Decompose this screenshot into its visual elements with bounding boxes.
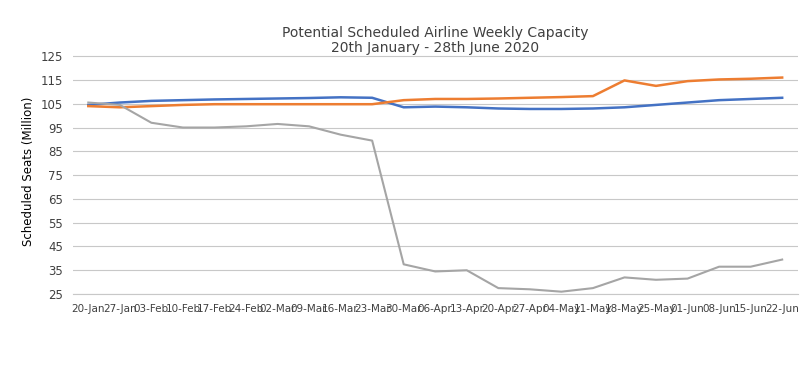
- Adjusted Capacity By Week: [210, 125, 219, 130]
- Line: 2019 Weekly Capacity: 2019 Weekly Capacity: [89, 78, 782, 107]
- Adjusted Capacity By Week: [493, 286, 503, 290]
- 2019 Weekly Capacity: [115, 105, 125, 110]
- Base Global Capacity @ 20th January 2020: [620, 105, 629, 110]
- 2019 Weekly Capacity: [462, 97, 472, 101]
- Text: 20th January - 28th June 2020: 20th January - 28th June 2020: [331, 41, 539, 55]
- Base Global Capacity @ 20th January 2020: [115, 100, 125, 105]
- Adjusted Capacity By Week: [525, 287, 534, 291]
- Adjusted Capacity By Week: [651, 277, 661, 282]
- Adjusted Capacity By Week: [588, 286, 598, 290]
- Adjusted Capacity By Week: [336, 132, 346, 137]
- Legend: Base Global Capacity @ 20th January 2020, 2019 Weekly Capacity, Adjusted Capacit: Base Global Capacity @ 20th January 2020…: [98, 374, 772, 377]
- Base Global Capacity @ 20th January 2020: [147, 99, 156, 103]
- Line: Base Global Capacity @ 20th January 2020: Base Global Capacity @ 20th January 2020: [89, 97, 782, 109]
- Base Global Capacity @ 20th January 2020: [430, 104, 440, 109]
- Base Global Capacity @ 20th January 2020: [462, 105, 472, 110]
- 2019 Weekly Capacity: [430, 97, 440, 101]
- 2019 Weekly Capacity: [241, 102, 251, 106]
- Adjusted Capacity By Week: [399, 262, 409, 267]
- Y-axis label: Scheduled Seats (Million): Scheduled Seats (Million): [22, 97, 35, 246]
- Adjusted Capacity By Week: [557, 290, 567, 294]
- Adjusted Capacity By Week: [84, 100, 93, 105]
- 2019 Weekly Capacity: [399, 98, 409, 103]
- Base Global Capacity @ 20th January 2020: [683, 100, 692, 105]
- Base Global Capacity @ 20th January 2020: [178, 98, 188, 103]
- 2019 Weekly Capacity: [620, 78, 629, 83]
- Base Global Capacity @ 20th January 2020: [399, 105, 409, 110]
- 2019 Weekly Capacity: [493, 96, 503, 101]
- Base Global Capacity @ 20th January 2020: [336, 95, 346, 100]
- Adjusted Capacity By Week: [462, 268, 472, 273]
- 2019 Weekly Capacity: [368, 102, 377, 106]
- 2019 Weekly Capacity: [178, 103, 188, 107]
- 2019 Weekly Capacity: [588, 94, 598, 98]
- 2019 Weekly Capacity: [272, 102, 282, 106]
- Adjusted Capacity By Week: [368, 138, 377, 143]
- 2019 Weekly Capacity: [683, 79, 692, 83]
- Base Global Capacity @ 20th January 2020: [241, 97, 251, 101]
- 2019 Weekly Capacity: [525, 95, 534, 100]
- Adjusted Capacity By Week: [272, 122, 282, 126]
- Base Global Capacity @ 20th January 2020: [557, 107, 567, 111]
- Adjusted Capacity By Week: [115, 103, 125, 107]
- Adjusted Capacity By Week: [746, 264, 755, 269]
- Base Global Capacity @ 20th January 2020: [777, 95, 787, 100]
- Base Global Capacity @ 20th January 2020: [210, 97, 219, 102]
- Adjusted Capacity By Week: [178, 125, 188, 130]
- Base Global Capacity @ 20th January 2020: [304, 96, 314, 100]
- Adjusted Capacity By Week: [430, 269, 440, 274]
- 2019 Weekly Capacity: [336, 102, 346, 106]
- Adjusted Capacity By Week: [620, 275, 629, 280]
- 2019 Weekly Capacity: [714, 77, 724, 82]
- Text: Potential Scheduled Airline Weekly Capacity: Potential Scheduled Airline Weekly Capac…: [282, 26, 588, 40]
- Adjusted Capacity By Week: [147, 121, 156, 125]
- 2019 Weekly Capacity: [777, 75, 787, 80]
- 2019 Weekly Capacity: [84, 104, 93, 108]
- Base Global Capacity @ 20th January 2020: [493, 106, 503, 111]
- 2019 Weekly Capacity: [147, 104, 156, 108]
- Base Global Capacity @ 20th January 2020: [746, 97, 755, 101]
- Adjusted Capacity By Week: [683, 276, 692, 281]
- Base Global Capacity @ 20th January 2020: [525, 107, 534, 111]
- Base Global Capacity @ 20th January 2020: [651, 103, 661, 107]
- Line: Adjusted Capacity By Week: Adjusted Capacity By Week: [89, 103, 782, 292]
- 2019 Weekly Capacity: [304, 102, 314, 106]
- Base Global Capacity @ 20th January 2020: [714, 98, 724, 103]
- Adjusted Capacity By Week: [777, 257, 787, 262]
- 2019 Weekly Capacity: [651, 84, 661, 88]
- Adjusted Capacity By Week: [241, 124, 251, 129]
- 2019 Weekly Capacity: [210, 102, 219, 106]
- Base Global Capacity @ 20th January 2020: [84, 103, 93, 107]
- Base Global Capacity @ 20th January 2020: [368, 95, 377, 100]
- Base Global Capacity @ 20th January 2020: [588, 106, 598, 111]
- 2019 Weekly Capacity: [746, 77, 755, 81]
- Adjusted Capacity By Week: [714, 264, 724, 269]
- Base Global Capacity @ 20th January 2020: [272, 96, 282, 101]
- 2019 Weekly Capacity: [557, 95, 567, 99]
- Adjusted Capacity By Week: [304, 124, 314, 129]
